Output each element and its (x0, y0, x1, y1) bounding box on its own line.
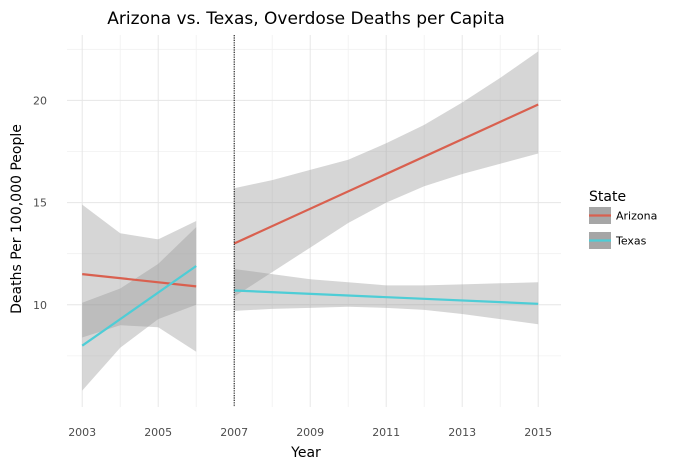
minor-gridlines (67, 35, 561, 407)
confidence-band-texas (82, 227, 197, 391)
y-axis-title: Deaths Per 100,000 People (9, 124, 25, 314)
legend-label-arizona: Arizona (616, 210, 657, 223)
x-axis-tick-labels: 2003 2005 2007 2009 2011 2013 2015 (68, 426, 552, 439)
legend-item-arizona: Arizona (589, 207, 657, 224)
x-tick-label: 2003 (68, 426, 96, 439)
x-tick-label: 2015 (524, 426, 552, 439)
confidence-band-arizona (82, 204, 197, 352)
trend-lines (81, 103, 539, 347)
x-tick-label: 2005 (144, 426, 172, 439)
x-tick-label: 2007 (220, 426, 248, 439)
y-tick-label: 20 (33, 94, 47, 107)
chart-title: Arizona vs. Texas, Overdose Deaths per C… (107, 9, 504, 29)
y-tick-label: 15 (33, 197, 47, 210)
legend-title: State (589, 189, 626, 205)
legend-item-texas: Texas (589, 232, 647, 249)
x-tick-label: 2009 (296, 426, 324, 439)
trend-line-arizona (233, 103, 539, 245)
trend-line-texas (234, 289, 539, 305)
y-axis-tick-labels: 10 15 20 (33, 94, 47, 311)
legend: State Arizona Texas (589, 189, 657, 249)
x-tick-label: 2011 (372, 426, 400, 439)
trend-line-arizona (82, 273, 197, 288)
legend-label-texas: Texas (615, 235, 647, 248)
legend-items: Arizona Texas (589, 207, 657, 249)
x-axis-title: Year (290, 445, 321, 461)
x-tick-label: 2013 (448, 426, 476, 439)
trend-line-texas (81, 265, 197, 347)
y-tick-label: 10 (33, 299, 47, 312)
panel-background (67, 35, 561, 407)
